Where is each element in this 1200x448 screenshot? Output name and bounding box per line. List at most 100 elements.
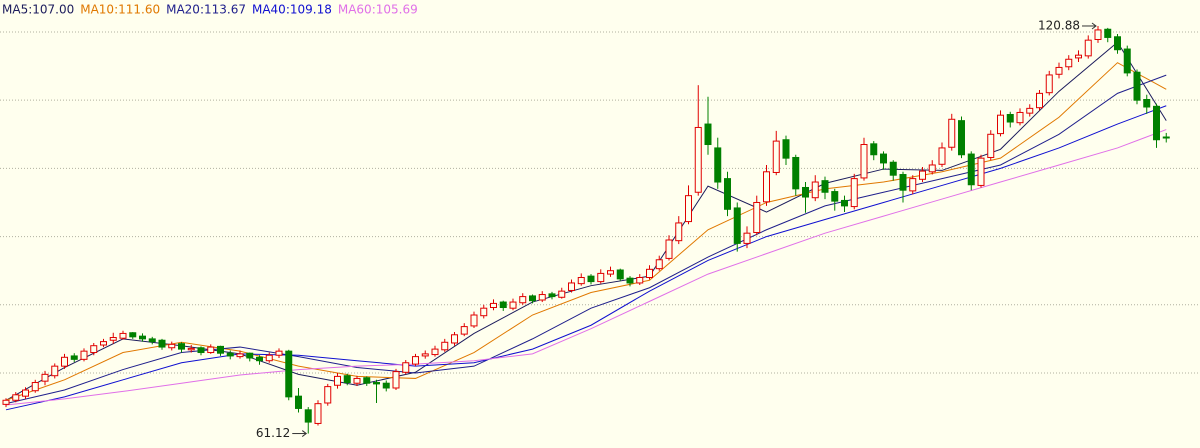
candle-body xyxy=(158,339,166,348)
candle-body xyxy=(373,382,380,385)
candle-body xyxy=(441,341,449,351)
candle-body xyxy=(334,375,341,386)
candle-body xyxy=(850,178,858,208)
annotation-arrowhead xyxy=(1091,22,1097,30)
candle-body xyxy=(460,326,468,335)
candle-body xyxy=(733,207,741,244)
ma-line xyxy=(5,129,1167,406)
candle-body xyxy=(246,352,254,359)
candle-body xyxy=(197,347,205,354)
annotation-arrowhead xyxy=(301,430,308,437)
candle-body xyxy=(382,382,390,389)
candle-body xyxy=(80,350,88,360)
legend-entry: MA5:107.00 xyxy=(2,3,74,17)
candle-body xyxy=(714,147,722,183)
candle-body xyxy=(509,301,517,309)
candle-body xyxy=(967,153,975,186)
candle-body xyxy=(490,302,497,309)
candles xyxy=(2,25,1170,434)
candle-body xyxy=(772,140,780,173)
candle-body xyxy=(1162,136,1170,139)
candle-body xyxy=(41,373,49,382)
candle-body xyxy=(1133,71,1141,101)
candle-body xyxy=(1075,54,1082,59)
candle-body xyxy=(22,389,29,397)
candle-body xyxy=(480,307,488,317)
candle-body xyxy=(529,295,536,302)
candle-body xyxy=(694,126,702,193)
candle-body xyxy=(948,118,956,148)
candle-body xyxy=(997,114,1004,135)
candle-body xyxy=(889,161,897,176)
candle-body xyxy=(1065,58,1073,68)
candle-body xyxy=(402,362,410,373)
candle-body xyxy=(187,347,195,351)
candle-body xyxy=(646,268,653,279)
candle-body xyxy=(412,356,419,365)
candle-body xyxy=(1094,29,1102,40)
candle-body xyxy=(1036,92,1043,109)
candle-body xyxy=(792,156,800,190)
candle-body xyxy=(148,338,156,343)
candle-body xyxy=(675,222,683,242)
candle-body xyxy=(100,341,107,346)
candle-body xyxy=(626,277,634,284)
candle-body xyxy=(470,314,478,327)
candle-body xyxy=(1153,105,1160,141)
candle-body xyxy=(1006,114,1014,123)
candle-body xyxy=(928,164,936,173)
candle-body xyxy=(2,399,10,405)
candle-body xyxy=(363,377,371,384)
candle-body xyxy=(431,348,439,356)
candle-body xyxy=(577,277,585,285)
candle-body xyxy=(1114,36,1121,51)
candle-body xyxy=(1123,48,1131,74)
legend-entry: MA10:111.60 xyxy=(80,3,160,17)
legend-entry: MA20:113.67 xyxy=(166,3,246,17)
candle-body xyxy=(636,277,644,284)
candle-body xyxy=(70,355,78,360)
candle-body xyxy=(61,356,68,367)
candle-body xyxy=(304,409,312,423)
candle-body xyxy=(587,275,595,283)
candle-body xyxy=(616,269,624,280)
candle-body xyxy=(655,259,663,270)
candle-body xyxy=(314,403,322,424)
candle-body xyxy=(343,375,351,384)
candle-body xyxy=(548,293,556,298)
candle-body xyxy=(1084,39,1092,57)
candle-body xyxy=(1104,28,1112,38)
annotation-label: 120.88 xyxy=(1038,18,1080,32)
candle-body xyxy=(1055,66,1063,75)
candle-body xyxy=(207,346,215,354)
candle-body xyxy=(31,382,39,392)
candle-body xyxy=(178,343,185,350)
legend-entry: MA40:109.18 xyxy=(252,3,332,17)
candle-body xyxy=(958,120,965,156)
candle-body xyxy=(1045,74,1053,94)
candle-body xyxy=(607,270,614,275)
candle-body xyxy=(129,332,137,338)
candle-body xyxy=(538,294,546,301)
legend: MA5:107.00 MA10:111.60 MA20:113.67 MA40:109… xyxy=(2,3,418,17)
candle-body xyxy=(987,133,995,158)
candle-body xyxy=(685,195,692,223)
candle-body xyxy=(451,334,458,344)
candle-body xyxy=(597,272,605,283)
candle-body xyxy=(168,343,176,349)
candle-body xyxy=(880,153,887,164)
candle-body xyxy=(831,191,839,202)
candle-body xyxy=(724,178,731,210)
candle-body xyxy=(811,181,819,199)
candle-body xyxy=(919,170,926,180)
candle-body xyxy=(909,178,917,192)
candle-body xyxy=(275,350,283,356)
candle-body xyxy=(753,201,761,233)
candle-body xyxy=(860,144,868,179)
candle-body xyxy=(782,139,790,159)
annotations: 120.88 61.12 xyxy=(256,18,1097,440)
candle-body xyxy=(704,123,712,146)
candle-body xyxy=(109,337,117,341)
candle-body xyxy=(665,239,673,259)
